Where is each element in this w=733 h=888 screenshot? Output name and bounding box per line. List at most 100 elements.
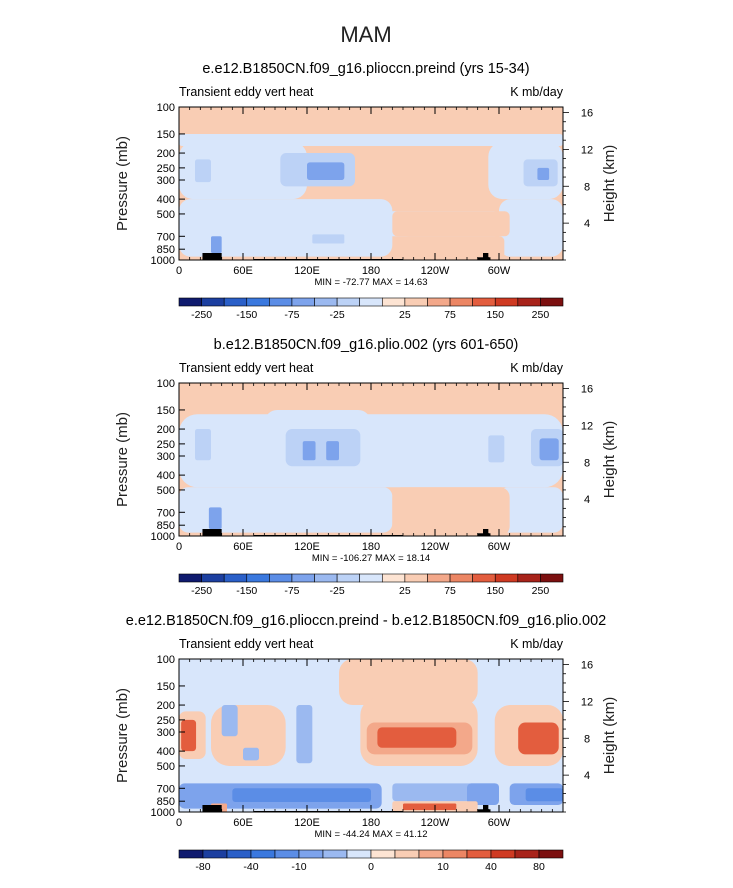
- y-tick-label: 300: [157, 451, 175, 463]
- panel-2: b.e12.B1850CN.f09_g16.plio.002 (yrs 601-…: [114, 337, 618, 597]
- y-axis-title: Pressure (mb): [114, 136, 131, 231]
- colorbar-swatch: [246, 297, 270, 307]
- colorbar-label: -250: [191, 309, 212, 321]
- x-tick-label: 60W: [488, 817, 511, 829]
- contour-region: [221, 705, 238, 737]
- colorbar-label: -25: [330, 585, 345, 597]
- colorbar-label: -10: [291, 861, 306, 873]
- contour-field: [179, 659, 563, 812]
- y-tick-label: 700: [157, 507, 175, 519]
- contour-region: [232, 788, 371, 802]
- colorbar-label: 250: [532, 585, 550, 597]
- colorbar-swatch: [291, 573, 315, 583]
- colorbar-swatch: [370, 849, 396, 859]
- colorbar-swatch: [223, 297, 248, 307]
- x-tick-label: 120W: [421, 817, 450, 829]
- colorbar-swatch: [314, 297, 338, 307]
- contour-region: [307, 162, 345, 180]
- colorbar-label: 150: [486, 585, 504, 597]
- colorbar-swatch: [314, 573, 338, 583]
- contour-region: [377, 727, 457, 748]
- colorbar-swatch: [494, 297, 519, 307]
- colorbar-swatch: [466, 849, 492, 859]
- y-tick-label: 500: [157, 761, 175, 773]
- colorbar-swatch: [449, 297, 473, 307]
- y-tick-label: 150: [157, 405, 175, 417]
- colorbar-swatch: [322, 849, 348, 859]
- contour-region: [285, 429, 361, 467]
- contour-region: [467, 783, 499, 805]
- colorbar-swatch: [540, 573, 564, 583]
- height-tick-label: 12: [581, 696, 593, 708]
- contour-region: [179, 763, 563, 784]
- y-tick-label: 500: [157, 209, 175, 221]
- y-tick-label: 850: [157, 520, 175, 532]
- colorbar-swatch: [298, 849, 324, 859]
- y-tick-label: 400: [157, 746, 175, 758]
- y-tick-label: 500: [157, 485, 175, 497]
- colorbar-swatch: [494, 573, 519, 583]
- x-tick-label: 60E: [233, 541, 253, 553]
- y-tick-label: 200: [157, 424, 175, 436]
- colorbar-swatch: [359, 297, 383, 307]
- colorbar-label: 75: [444, 309, 456, 321]
- topography-mask: [202, 252, 222, 260]
- colorbar-swatch: [427, 573, 451, 583]
- colorbar-swatch: [178, 573, 202, 583]
- colorbar-label: -75: [284, 309, 299, 321]
- colorbar-swatch: [269, 297, 293, 307]
- colorbar-swatch: [336, 573, 361, 583]
- x-tick-label: 120E: [294, 541, 320, 553]
- topography-mask: [483, 252, 489, 260]
- y-axis-title: Pressure (mb): [114, 412, 131, 507]
- x-tick-label: 60W: [488, 265, 511, 277]
- colorbar-swatch: [246, 573, 270, 583]
- colorbar-label: -25: [330, 309, 345, 321]
- panel-title: e.e12.B1850CN.f09_g16.plioccn.preind (yr…: [202, 61, 529, 77]
- y-tick-label: 400: [157, 470, 175, 482]
- height-tick-label: 8: [584, 457, 590, 469]
- panel-title: e.e12.B1850CN.f09_g16.plioccn.preind - b…: [126, 613, 606, 629]
- colorbar-swatch: [381, 297, 406, 307]
- season-title: MAM: [340, 22, 391, 47]
- contour-region: [296, 705, 313, 764]
- y-tick-label: 100: [157, 102, 175, 114]
- min-max-label: MIN = -72.77 MAX = 14.63: [314, 277, 427, 288]
- y-tick-label: 400: [157, 194, 175, 206]
- y-tick-label: 250: [157, 715, 175, 727]
- colorbar-swatch: [540, 297, 564, 307]
- topography-mask: [202, 804, 222, 812]
- y-tick-label: 200: [157, 148, 175, 160]
- y-tick-label: 100: [157, 378, 175, 390]
- contour-region: [537, 167, 550, 180]
- contour-region: [539, 438, 559, 461]
- colorbar-swatch: [394, 849, 420, 859]
- colorbar-swatch: [472, 297, 496, 307]
- height-tick-label: 8: [584, 181, 590, 193]
- colorbar-swatch: [490, 849, 516, 859]
- y-tick-label: 700: [157, 783, 175, 795]
- x-tick-label: 60E: [233, 817, 253, 829]
- y-axis-title-right: Height (km): [601, 697, 618, 775]
- units-label: K mb/day: [510, 85, 564, 99]
- x-tick-label: 180: [362, 817, 380, 829]
- x-tick-label: 0: [176, 541, 182, 553]
- topography-mask: [483, 804, 489, 812]
- x-tick-label: 180: [362, 265, 380, 277]
- colorbar-swatch: [538, 849, 564, 859]
- colorbar-swatch: [202, 849, 228, 859]
- colorbar-swatch: [472, 573, 496, 583]
- contour-region: [312, 234, 345, 244]
- y-tick-label: 850: [157, 244, 175, 256]
- panel-1: e.e12.B1850CN.f09_g16.plioccn.preind (yr…: [114, 61, 618, 321]
- contour-region: [403, 803, 457, 810]
- height-tick-label: 8: [584, 733, 590, 745]
- contour-region: [211, 236, 222, 253]
- colorbar-swatch: [359, 573, 383, 583]
- colorbar-swatch: [449, 573, 473, 583]
- x-tick-label: 120E: [294, 265, 320, 277]
- colorbar-label: -75: [284, 585, 299, 597]
- x-tick-label: 120W: [421, 265, 450, 277]
- contour-region: [326, 441, 339, 461]
